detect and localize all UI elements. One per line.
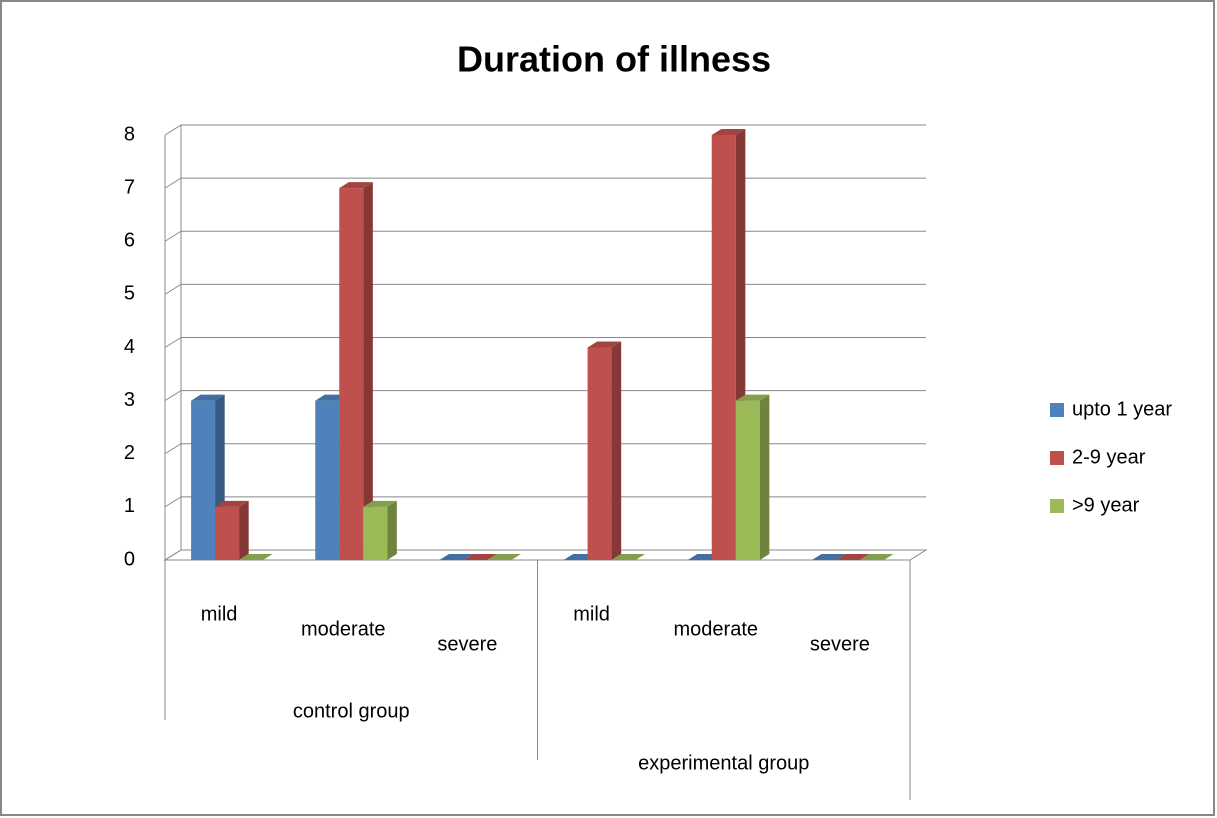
bar-top <box>215 500 249 507</box>
bar-top <box>339 182 373 189</box>
bar-top <box>835 554 870 560</box>
bar-top <box>487 554 522 560</box>
bar-side <box>239 500 249 560</box>
grid-line-side <box>164 230 182 242</box>
legend-label: 2-9 year <box>1072 446 1146 468</box>
group-label: experimental group <box>638 752 809 774</box>
y-tick-label: 5 <box>124 283 135 305</box>
bar-front <box>215 506 240 560</box>
bar-front <box>191 400 216 560</box>
legend-swatch <box>1050 451 1064 465</box>
x-tick-label: moderate <box>301 618 386 640</box>
bar-top <box>463 554 498 560</box>
x-tick-label: severe <box>810 633 870 655</box>
y-tick-label: 0 <box>124 548 135 570</box>
bar-top <box>859 554 894 560</box>
grid-line-side <box>164 283 182 295</box>
grid-line-side <box>164 443 182 455</box>
y-tick-label: 1 <box>124 495 135 517</box>
bar-side <box>387 500 397 560</box>
y-tick-label: 4 <box>124 336 135 358</box>
bar-front <box>735 400 760 560</box>
y-tick-label: 8 <box>124 123 135 145</box>
x-tick-label: mild <box>201 603 238 625</box>
bar-side <box>611 341 622 560</box>
y-tick-label: 7 <box>124 176 135 198</box>
legend-swatch <box>1050 403 1064 417</box>
bar-side <box>363 182 373 560</box>
bar-top <box>711 129 746 135</box>
grid-line-side <box>164 390 182 402</box>
bar-top <box>439 554 474 560</box>
legend-label: >9 year <box>1072 494 1140 516</box>
bar-front <box>315 400 340 560</box>
bar-top <box>363 500 397 507</box>
group-label: control group <box>293 700 410 722</box>
chart-title: Duration of illness <box>457 39 771 80</box>
bar-top <box>611 554 646 560</box>
bar-front <box>363 506 388 560</box>
grid-line-side <box>164 496 182 508</box>
y-tick-label: 3 <box>124 389 135 411</box>
x-tick-label: moderate <box>674 618 759 640</box>
bar-top <box>191 394 225 401</box>
bar-top <box>239 554 273 560</box>
bar-top <box>587 341 622 348</box>
y-tick-label: 6 <box>124 230 135 252</box>
bar-front <box>587 347 612 560</box>
legend-label: upto 1 year <box>1072 398 1172 420</box>
floor <box>163 549 928 561</box>
bar-front <box>711 135 736 560</box>
bar-side <box>759 394 770 560</box>
legend-swatch <box>1050 499 1064 513</box>
bar-front <box>339 188 364 560</box>
grid-line-side <box>164 337 182 348</box>
x-tick-label: severe <box>437 633 497 655</box>
bar-top <box>735 394 770 401</box>
y-tick-label: 2 <box>124 442 135 464</box>
bar-top <box>811 554 846 560</box>
grid-line-side <box>164 124 182 136</box>
x-tick-label: mild <box>573 603 610 625</box>
grid-line-side <box>164 177 182 189</box>
